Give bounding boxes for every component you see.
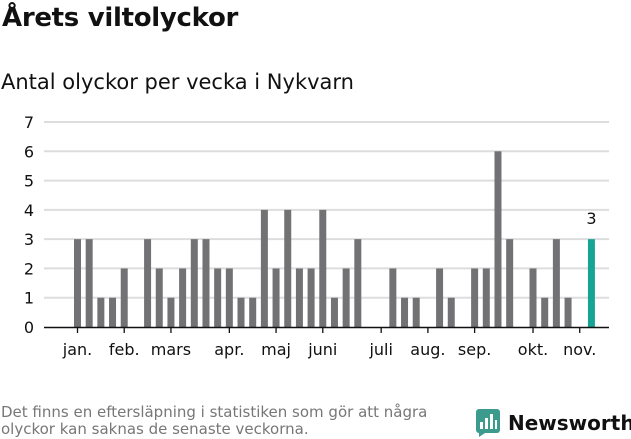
x-tick-label: aug. (410, 340, 445, 359)
brand-logo[interactable]: Newsworthy (476, 407, 631, 439)
x-tick-label: feb. (109, 340, 140, 359)
x-axis-ticks: jan. feb. mars apr. maj juni juli aug. sep. okt. n… (62, 327, 596, 359)
y-tick-label: 1 (24, 289, 34, 308)
bar (295, 268, 303, 327)
x-tick-label: sep. (458, 340, 491, 359)
bar (342, 268, 350, 327)
bar (401, 297, 409, 327)
bar (552, 239, 560, 327)
y-tick-label: 3 (24, 230, 34, 249)
x-tick-label: juni (307, 340, 337, 359)
brand-name: Newsworthy (508, 411, 631, 435)
y-tick-label: 5 (24, 172, 34, 191)
bar (330, 297, 338, 327)
bar (144, 239, 152, 327)
bar (225, 268, 233, 327)
bar (155, 268, 163, 327)
bar (190, 239, 198, 327)
x-tick-label: apr. (214, 340, 244, 359)
footnote: Det finns en eftersläpning i statistiken… (1, 403, 428, 438)
y-tick-label: 7 (24, 113, 34, 132)
x-tick-label: jan. (62, 340, 92, 359)
bar (167, 297, 175, 327)
bar (120, 268, 128, 327)
bar (494, 151, 502, 327)
bar (97, 297, 105, 327)
chart-subtitle: Antal olyckor per vecka i Nykvarn (1, 70, 354, 94)
bar (412, 297, 420, 327)
chart-title: Årets viltolyckor (2, 3, 239, 33)
bar-chart-logo-icon (476, 409, 500, 437)
bar (260, 209, 268, 327)
x-tick-label: okt. (518, 340, 548, 359)
bar (307, 268, 315, 327)
x-tick-label: nov. (563, 340, 596, 359)
y-axis-ticks: 0 1 2 3 4 5 6 7 (24, 113, 34, 337)
bar (249, 297, 257, 327)
bar (179, 268, 187, 327)
data-label: 3 (586, 209, 596, 228)
bar (447, 297, 455, 327)
bar (564, 297, 572, 327)
bar (529, 268, 537, 327)
bar-highlight (587, 239, 595, 327)
bar (506, 239, 514, 327)
bar (436, 268, 444, 327)
bar (284, 209, 292, 327)
bar (109, 297, 117, 327)
grid-lines (44, 121, 609, 299)
x-tick-label: maj (261, 340, 291, 359)
bar (482, 268, 490, 327)
y-tick-label: 6 (24, 142, 34, 161)
bar (214, 268, 222, 327)
bar (471, 268, 479, 327)
y-tick-label: 4 (24, 201, 34, 220)
bar-chart: 0 1 2 3 4 5 6 7 jan. feb. mars apr. maj juni juli aug.… (24, 113, 609, 359)
x-tick-label: juli (368, 340, 392, 359)
bar (541, 297, 549, 327)
bar (85, 239, 93, 327)
bar (389, 268, 397, 327)
bar (237, 297, 245, 327)
data-labels: 3 (586, 209, 596, 228)
bar (272, 268, 280, 327)
y-tick-label: 2 (24, 259, 34, 278)
bar (319, 209, 327, 327)
x-tick-label: mars (151, 340, 191, 359)
y-tick-label: 0 (24, 318, 34, 337)
bar (74, 239, 81, 327)
bar (354, 239, 362, 327)
bars (74, 151, 595, 327)
bar (202, 239, 210, 327)
